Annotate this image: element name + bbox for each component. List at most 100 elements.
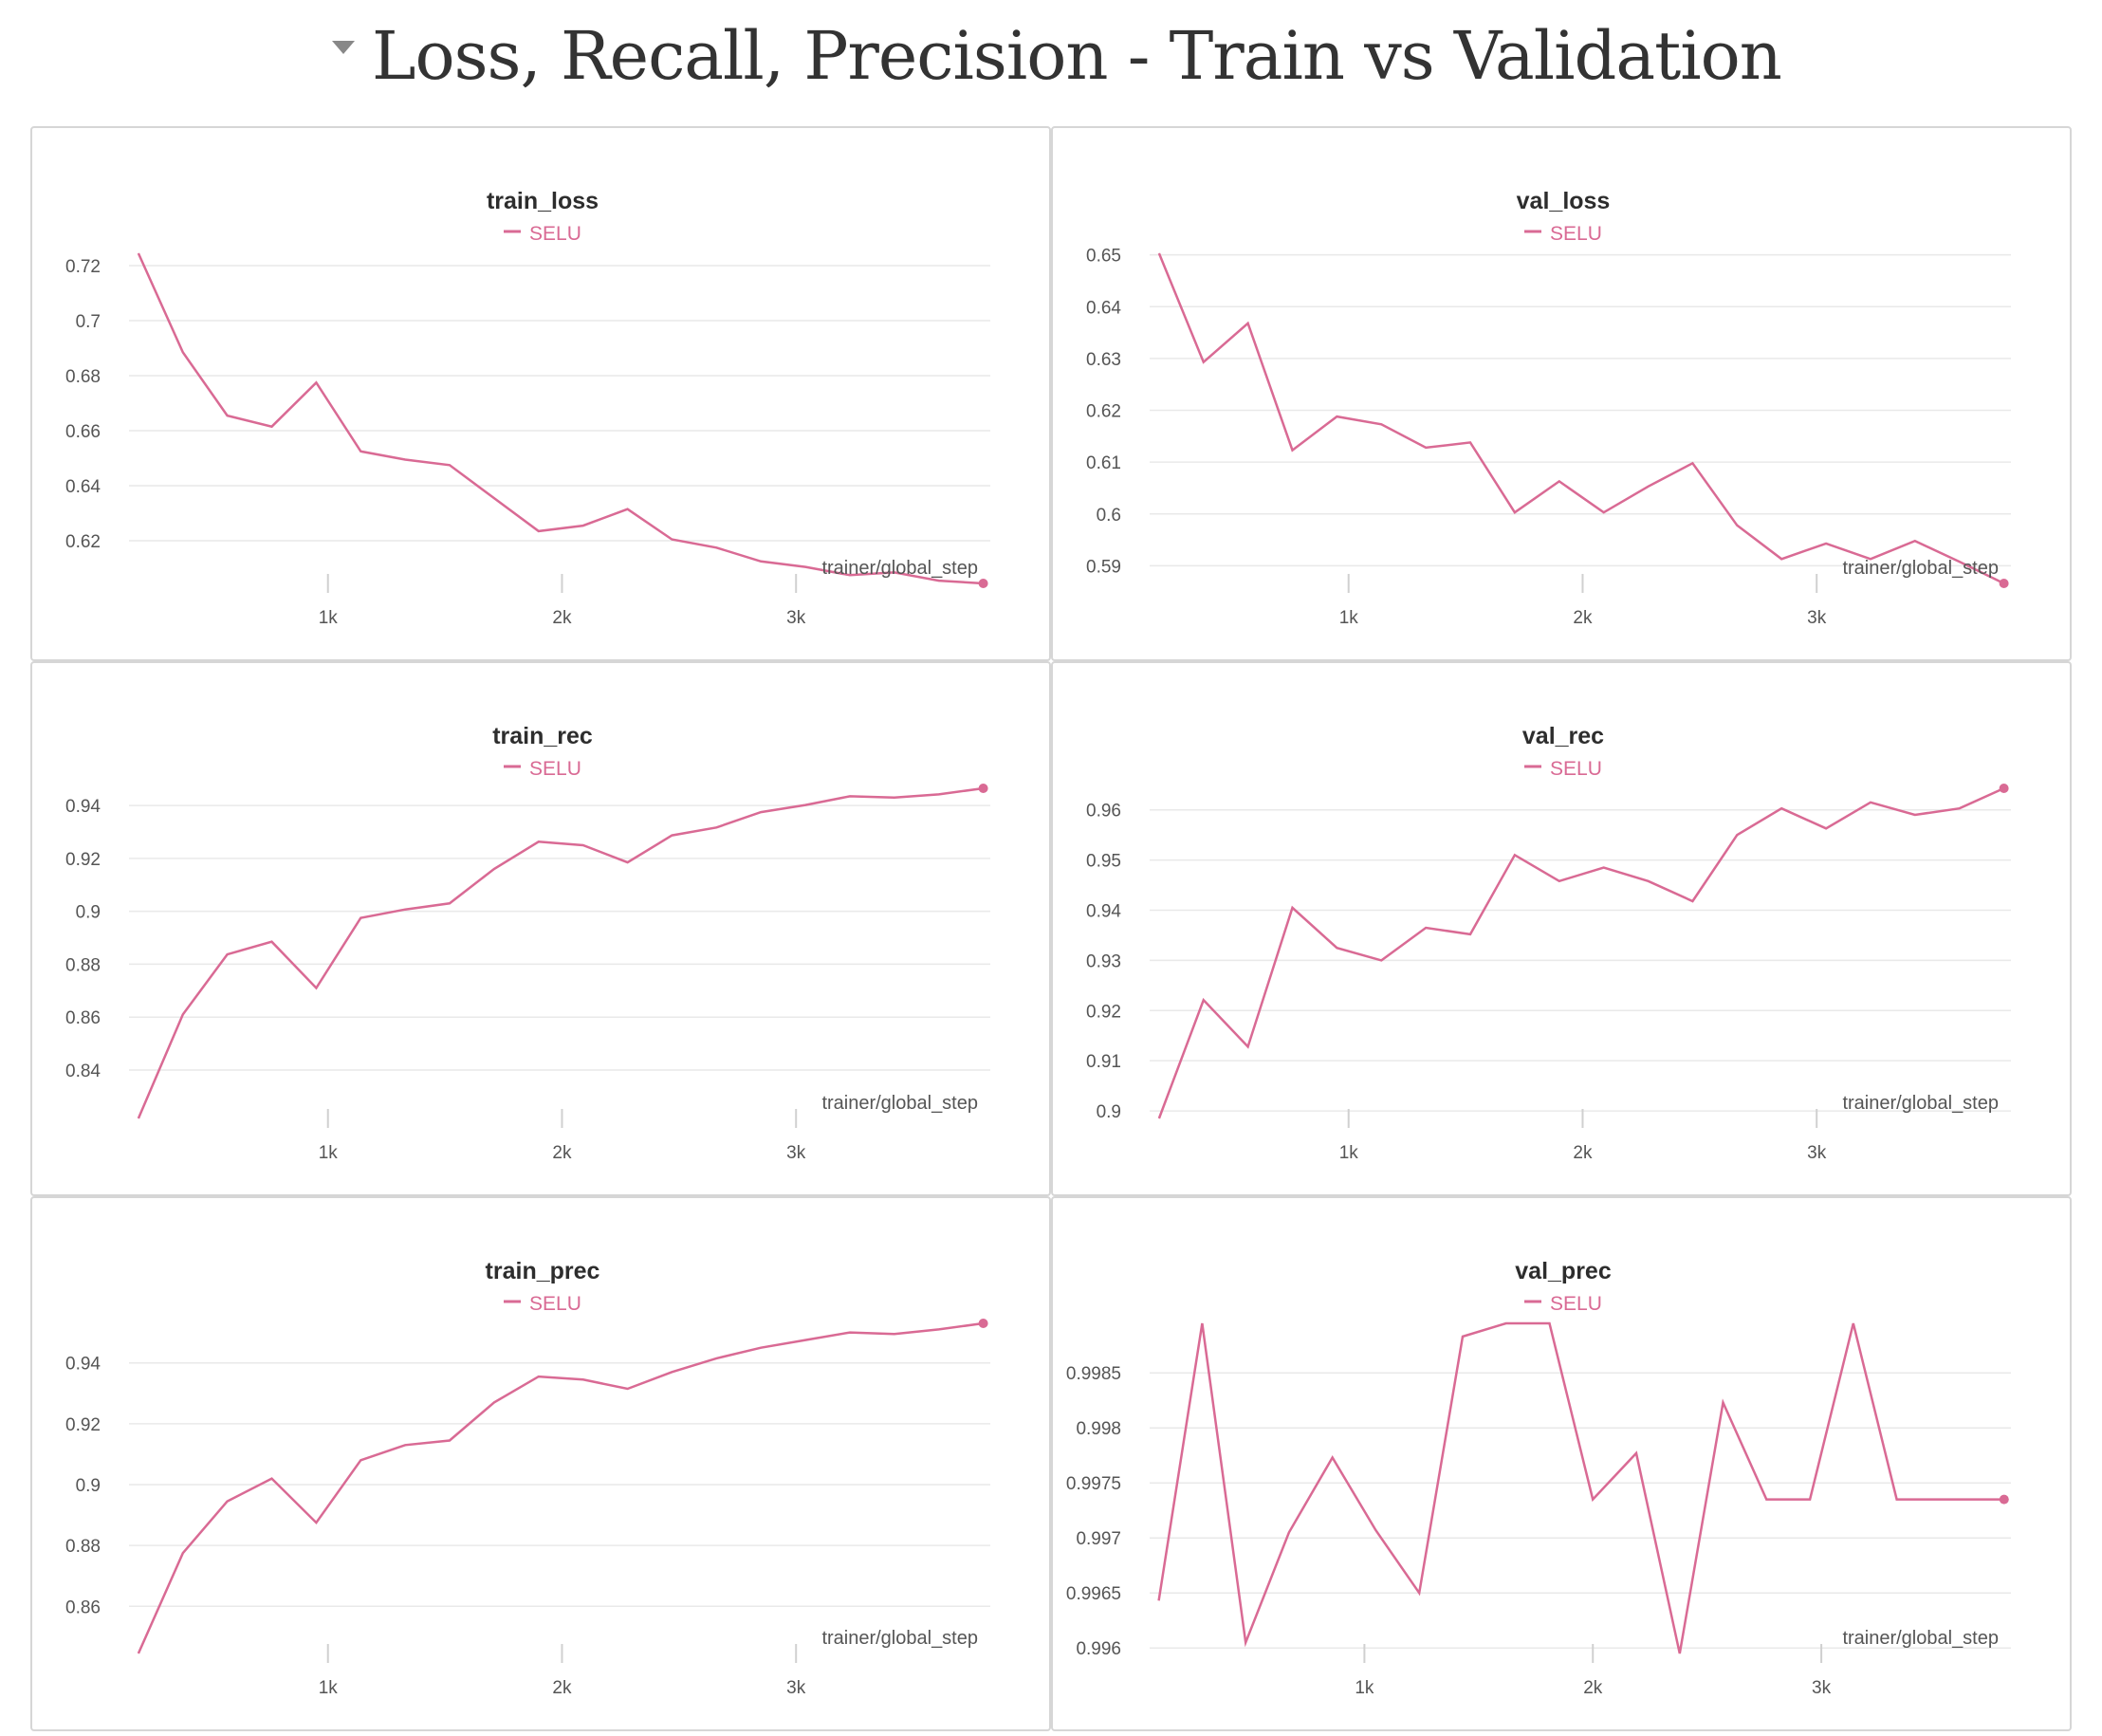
train-prec-chart[interactable]: train_prec SELU 0.86 0.88 0.9 0.92 0.94 1k 2k 3k t…: [32, 1198, 1051, 1731]
x-tick-label: 2k: [1573, 1143, 1593, 1163]
y-tick-label: 0.9985: [1066, 1364, 1121, 1384]
x-axis-label: trainer/global_step: [1842, 1628, 1999, 1649]
y-tick-label: 0.94: [65, 1355, 101, 1375]
section-title: Loss, Recall, Precision - Train vs Valid…: [372, 17, 1782, 95]
y-tick-label: 0.6: [1097, 506, 1121, 526]
chart-title: train_rec: [492, 723, 593, 749]
last-point-marker: [1999, 1494, 2009, 1505]
x-tick-label: 1k: [319, 608, 339, 628]
y-tick-label: 0.91: [1086, 1052, 1121, 1072]
panel-train-prec[interactable]: train_prec SELU 0.86 0.88 0.9 0.92 0.94 1k 2k 3k t…: [30, 1196, 1051, 1731]
y-tick-label: 0.86: [65, 1597, 101, 1617]
y-tick-label: 0.84: [65, 1062, 101, 1081]
x-axis-label: trainer/global_step: [1842, 558, 1999, 579]
y-tick-label: 0.95: [1086, 852, 1121, 872]
last-point-marker: [978, 1319, 988, 1328]
last-point-marker: [978, 784, 988, 793]
panel-val-prec[interactable]: val_prec SELU 0.996 0.9965 0.997 0.9975 0.998 0…: [1051, 1196, 2072, 1731]
train-loss-chart[interactable]: train_loss SELU 0.62 0.64 0.66 0.68 0.7 0.72 1k 2…: [32, 128, 1051, 661]
y-tick-label: 0.64: [65, 477, 101, 497]
series-line-train-prec[interactable]: [137, 1321, 984, 1654]
y-tick-label: 0.88: [65, 1537, 101, 1557]
series-line-val-prec[interactable]: [1157, 1321, 2004, 1654]
y-tick-label: 0.93: [1086, 951, 1121, 971]
val-rec-chart[interactable]: val_rec SELU 0.9 0.91 0.92 0.93 0.94 0.95 0.96 1k…: [1053, 663, 2072, 1196]
y-tick-label: 0.92: [1086, 1002, 1121, 1022]
y-tick-label: 0.998: [1076, 1419, 1121, 1439]
x-tick-label: 2k: [552, 1678, 572, 1698]
x-tick-label: 3k: [786, 1678, 806, 1698]
legend-label: SELU: [529, 1293, 581, 1315]
y-tick-label: 0.59: [1086, 557, 1121, 577]
y-tick-label: 0.72: [65, 257, 101, 277]
y-tick-label: 0.68: [65, 367, 101, 387]
legend-label: SELU: [1550, 223, 1602, 245]
series-line-train-loss[interactable]: [137, 252, 984, 585]
x-axis-label: trainer/global_step: [821, 1093, 978, 1114]
x-tick-label: 2k: [552, 608, 572, 628]
x-tick-label: 2k: [552, 1143, 572, 1163]
y-tick-label: 0.65: [1086, 247, 1121, 267]
x-tick-label: 1k: [319, 1143, 339, 1163]
x-tick-label: 2k: [1573, 608, 1593, 628]
y-tick-label: 0.9965: [1066, 1584, 1121, 1604]
x-tick-label: 2k: [1583, 1678, 1603, 1698]
y-tick-label: 0.66: [65, 422, 101, 442]
x-tick-label: 1k: [1339, 1143, 1359, 1163]
last-point-marker: [1999, 784, 2009, 793]
legend-label: SELU: [529, 223, 581, 245]
panel-grid: train_loss SELU 0.62 0.64 0.66 0.68 0.7 0.72 1k 2…: [30, 126, 2072, 1731]
x-axis-label: trainer/global_step: [1842, 1093, 1999, 1114]
series-line-val-rec[interactable]: [1157, 786, 2005, 1119]
y-tick-label: 0.62: [1086, 402, 1121, 422]
section-header[interactable]: Loss, Recall, Precision - Train vs Valid…: [332, 13, 1782, 99]
series-line-val-loss[interactable]: [1157, 252, 2005, 585]
series-line-train-rec[interactable]: [137, 786, 984, 1119]
val-loss-chart[interactable]: val_loss SELU 0.59 0.6 0.61 0.62 0.63 0.64 0.65 1…: [1053, 128, 2072, 661]
y-tick-label: 0.997: [1076, 1529, 1121, 1549]
panel-train-rec[interactable]: train_rec SELU 0.84 0.86 0.88 0.9 0.92 0.94 1k 2k…: [30, 661, 1051, 1196]
y-tick-label: 0.9: [76, 903, 101, 923]
last-point-marker: [978, 579, 988, 588]
collapse-caret-icon[interactable]: [332, 41, 355, 54]
train-rec-chart[interactable]: train_rec SELU 0.84 0.86 0.88 0.9 0.92 0.94 1k 2k…: [32, 663, 1051, 1196]
legend-label: SELU: [1550, 1293, 1602, 1315]
val-prec-chart[interactable]: val_prec SELU 0.996 0.9965 0.997 0.9975 0.998 0…: [1053, 1198, 2072, 1731]
panel-val-rec[interactable]: val_rec SELU 0.9 0.91 0.92 0.93 0.94 0.95 0.96 1k…: [1051, 661, 2072, 1196]
chart-title: val_rec: [1522, 723, 1604, 749]
x-tick-label: 1k: [1339, 608, 1359, 628]
y-tick-label: 0.64: [1086, 298, 1121, 318]
x-tick-label: 3k: [1807, 608, 1827, 628]
x-axis-label: trainer/global_step: [821, 558, 978, 579]
y-tick-label: 0.9: [1097, 1102, 1121, 1122]
legend-label: SELU: [1550, 758, 1602, 780]
x-tick-label: 3k: [786, 608, 806, 628]
last-point-marker: [1999, 579, 2009, 588]
y-tick-label: 0.94: [1086, 902, 1121, 922]
y-tick-label: 0.94: [65, 797, 101, 817]
chart-title: val_prec: [1515, 1258, 1612, 1284]
y-tick-label: 0.96: [1086, 802, 1121, 822]
x-tick-label: 1k: [1355, 1678, 1374, 1698]
chart-title: train_prec: [486, 1258, 600, 1284]
x-tick-label: 3k: [786, 1143, 806, 1163]
y-tick-label: 0.62: [65, 532, 101, 552]
y-tick-label: 0.92: [65, 850, 101, 870]
x-tick-label: 3k: [1812, 1678, 1832, 1698]
x-axis-label: trainer/global_step: [821, 1628, 978, 1649]
panel-val-loss[interactable]: val_loss SELU 0.59 0.6 0.61 0.62 0.63 0.64 0.65 1…: [1051, 126, 2072, 661]
y-tick-label: 0.996: [1076, 1639, 1121, 1659]
chart-title: val_loss: [1517, 188, 1611, 214]
y-tick-label: 0.7: [76, 312, 101, 332]
legend-label: SELU: [529, 758, 581, 780]
y-tick-label: 0.88: [65, 955, 101, 975]
y-tick-label: 0.92: [65, 1415, 101, 1435]
chart-title: train_loss: [487, 188, 599, 214]
y-tick-label: 0.86: [65, 1008, 101, 1028]
x-tick-label: 1k: [319, 1678, 339, 1698]
y-tick-label: 0.9975: [1066, 1474, 1121, 1494]
y-tick-label: 0.9: [76, 1476, 101, 1496]
panel-train-loss[interactable]: train_loss SELU 0.62 0.64 0.66 0.68 0.7 0.72 1k 2…: [30, 126, 1051, 661]
x-tick-label: 3k: [1807, 1143, 1827, 1163]
y-tick-label: 0.61: [1086, 453, 1121, 473]
